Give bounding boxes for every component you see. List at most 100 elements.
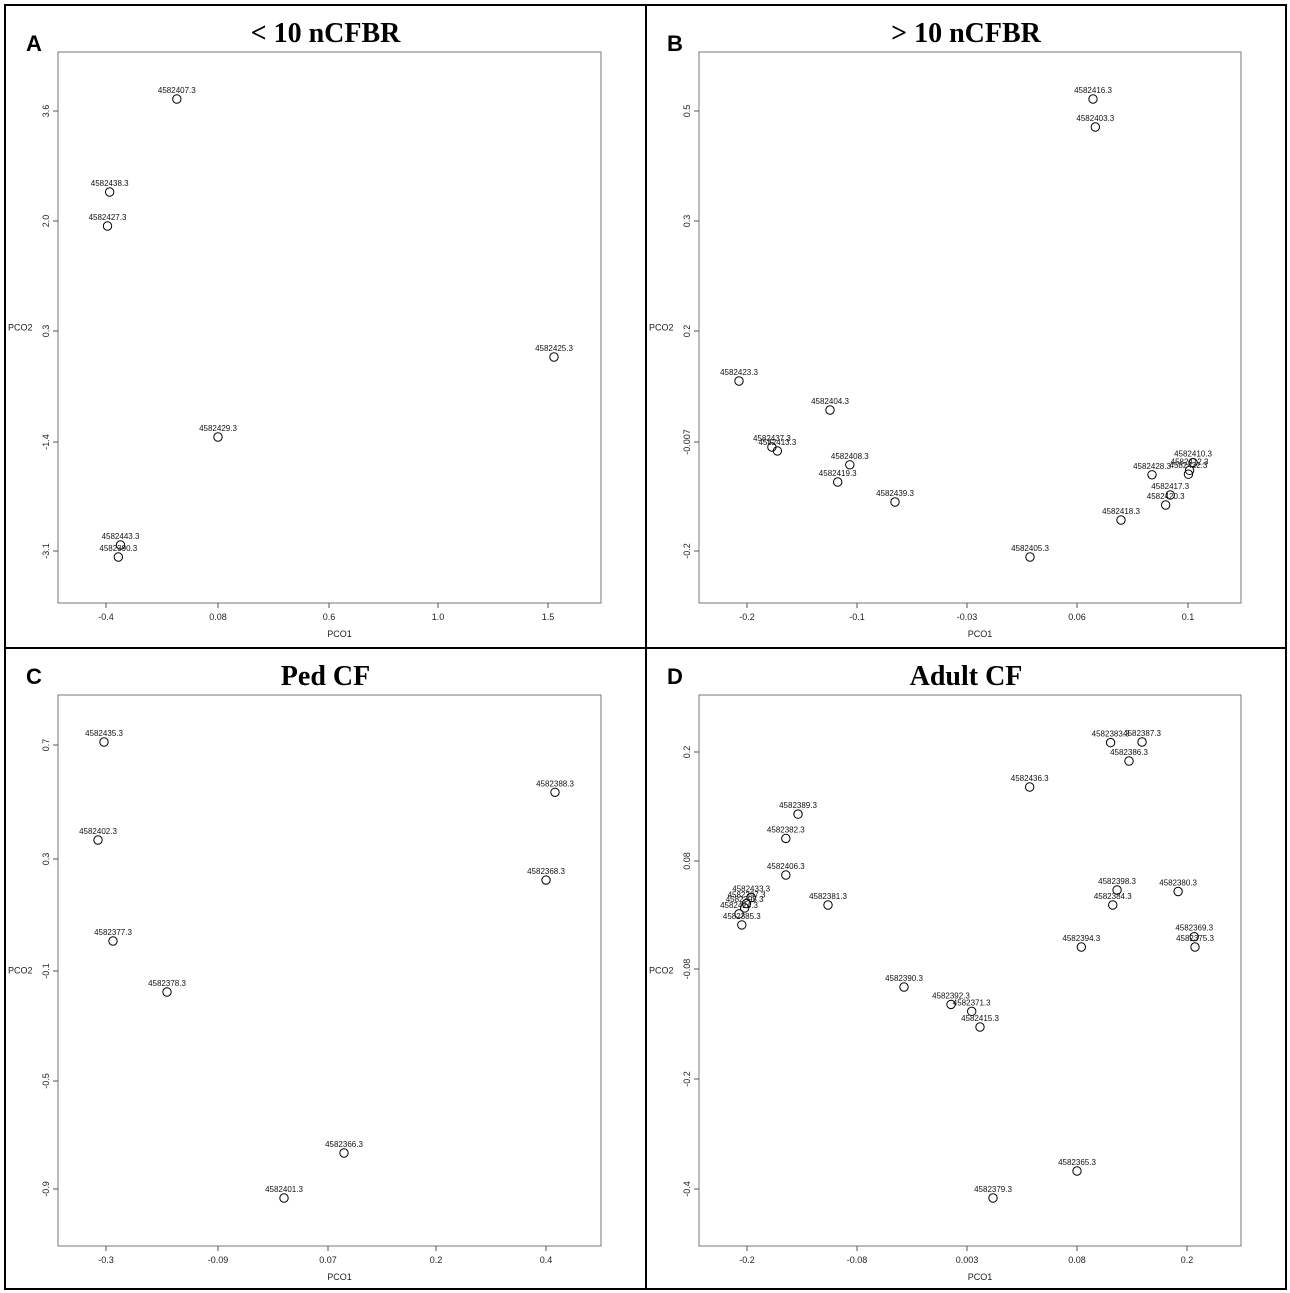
y-tick-label: -0.08 <box>682 959 692 980</box>
y-tick-label: -0.5 <box>41 1073 51 1089</box>
data-point-label: 4582417.3 <box>1151 482 1189 491</box>
y-tick-label: 0.3 <box>682 215 692 228</box>
data-point-label: 4582443.3 <box>102 532 140 541</box>
panel-title: > 10 nCFBR <box>891 18 1041 49</box>
data-point <box>1147 470 1157 480</box>
x-axis-label: PCO1 <box>327 629 352 639</box>
data-point <box>1116 515 1126 525</box>
data-point-label: 4582389.3 <box>779 801 817 810</box>
scatter-plot-b: -0.2 -0.1 -0.03 0.06 0.1 0.5 0.3 0.2 -0.007 -0.2 P… <box>649 51 1242 639</box>
data-point <box>550 787 560 797</box>
data-point <box>1184 465 1195 476</box>
x-tick-label: -0.03 <box>957 612 978 622</box>
data-point-label: 4582436.3 <box>1011 774 1049 783</box>
data-point <box>99 737 109 747</box>
data-point-label: 4582406.3 <box>767 862 805 871</box>
x-tick-label: 0.003 <box>956 1255 979 1265</box>
y-tick-label: 0.7 <box>41 739 51 752</box>
data-point-label: 4582387.3 <box>1123 729 1161 738</box>
data-point-label: 4582381.3 <box>809 892 847 901</box>
data-point <box>279 1193 289 1203</box>
data-point <box>1183 469 1194 479</box>
data-point <box>781 833 791 844</box>
data-point <box>772 446 783 456</box>
data-point <box>967 1006 977 1017</box>
y-tick-label: -0.2 <box>682 1071 692 1087</box>
y-tick-label: -0.007 <box>682 429 692 455</box>
data-point-label: 4582379.3 <box>974 1185 1012 1194</box>
x-tick-label: 0.06 <box>1068 612 1086 622</box>
data-point <box>115 540 126 550</box>
data-point <box>975 1022 985 1032</box>
x-tick-label: 1.0 <box>432 612 445 622</box>
data-point-label: 4582413.3 <box>758 438 796 447</box>
data-point <box>1190 942 1200 952</box>
data-point-label: 4582423.3 <box>720 368 758 377</box>
y-axis-label: PCO2 <box>8 323 33 333</box>
data-point-label: 4582365.3 <box>1058 1158 1096 1167</box>
data-point-label: 4582403.3 <box>1076 114 1114 123</box>
data-point-label: 4582408.3 <box>831 452 869 461</box>
y-axis-label: PCO2 <box>649 323 674 333</box>
data-point-label: 4582428.3 <box>1133 462 1171 471</box>
x-tick-label: 0.08 <box>209 612 227 622</box>
panel-letter: D <box>667 664 683 689</box>
x-axis-label: PCO1 <box>968 1272 993 1282</box>
y-tick-label: -0.9 <box>41 1181 51 1197</box>
data-point-label: 4582368.3 <box>527 867 565 876</box>
panel-title: Adult CF <box>909 661 1023 692</box>
y-tick-label: 0.3 <box>41 325 51 338</box>
data-point <box>102 221 113 231</box>
y-tick-label: -0.4 <box>682 1181 692 1197</box>
y-tick-label: 3.6 <box>41 105 51 118</box>
x-tick-label: 0.07 <box>319 1255 337 1265</box>
data-point <box>172 94 182 104</box>
data-point-label: 4582377.3 <box>94 928 132 937</box>
data-point-label: 4582416.3 <box>1074 86 1112 95</box>
data-point-label: 4582405.3 <box>1011 544 1049 553</box>
data-point <box>781 870 791 880</box>
data-point-label: 4582438.3 <box>91 179 129 188</box>
scatter-plot-c: -0.3 -0.09 0.07 0.2 0.4 0.7 0.3 -0.1 -0.5 -0.9 PCO… <box>8 694 602 1282</box>
data-point-label: 4582401.3 <box>265 1185 303 1194</box>
plot-frame <box>57 51 602 604</box>
data-point-label: 4582422.3 <box>1170 461 1208 470</box>
panel-letter: A <box>26 31 42 56</box>
data-point-label: 4582375.3 <box>1176 934 1214 943</box>
data-point <box>1108 900 1118 910</box>
data-point-label: 4582384.3 <box>1094 892 1132 901</box>
data-point-label: 4582404.3 <box>811 397 849 406</box>
data-point-label: 4582388.3 <box>536 779 574 788</box>
panel-a: A < 10 nCFBR -0.4 0.08 0.6 1.0 1.5 3.6 2.0 0.3-… <box>4 4 647 649</box>
data-point-label: 4582398.3 <box>1098 877 1136 886</box>
x-axis-label: PCO1 <box>327 1272 352 1282</box>
data-point <box>741 898 752 909</box>
data-point-label: 4582419.3 <box>819 469 857 478</box>
data-point <box>988 1193 998 1203</box>
data-point <box>1024 782 1035 792</box>
data-point <box>734 376 744 386</box>
plot-frame <box>698 51 1242 604</box>
plot-frame <box>57 694 602 1247</box>
data-point <box>162 987 172 997</box>
y-tick-label: -3.1 <box>41 543 51 559</box>
data-point <box>833 477 843 487</box>
data-point <box>113 552 124 562</box>
x-tick-label: 0.2 <box>1181 1255 1194 1265</box>
data-point <box>1076 942 1087 952</box>
data-point-label: 4582390.3 <box>885 974 923 983</box>
data-point-label: 4582383.3 <box>1092 730 1130 739</box>
data-point-label: 4582402.3 <box>79 827 117 836</box>
y-axis-label: PCO2 <box>8 966 33 976</box>
x-tick-label: 1.5 <box>542 612 555 622</box>
data-point-label: 4582397.3 <box>728 891 766 900</box>
data-point-label: 4582394.3 <box>1062 934 1100 943</box>
data-point-label: 4582429.3 <box>199 424 237 433</box>
data-point <box>823 900 833 910</box>
data-point <box>1112 885 1122 895</box>
data-point <box>541 875 551 885</box>
data-point-label: 4582420.3 <box>1147 492 1185 501</box>
data-point <box>739 903 750 913</box>
data-point-label: 4582395.3 <box>726 895 764 904</box>
y-tick-label: 0.3 <box>41 853 51 866</box>
